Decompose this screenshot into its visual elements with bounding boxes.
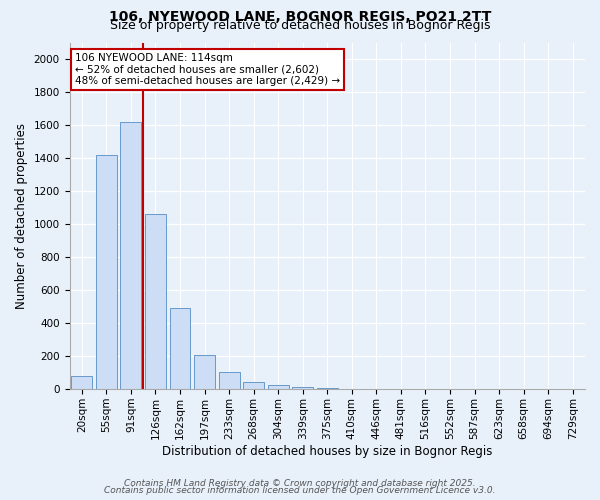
- Text: 106, NYEWOOD LANE, BOGNOR REGIS, PO21 2TT: 106, NYEWOOD LANE, BOGNOR REGIS, PO21 2T…: [109, 10, 491, 24]
- X-axis label: Distribution of detached houses by size in Bognor Regis: Distribution of detached houses by size …: [162, 444, 493, 458]
- Y-axis label: Number of detached properties: Number of detached properties: [15, 123, 28, 309]
- Text: 106 NYEWOOD LANE: 114sqm
← 52% of detached houses are smaller (2,602)
48% of sem: 106 NYEWOOD LANE: 114sqm ← 52% of detach…: [74, 53, 340, 86]
- Bar: [218, 372, 239, 389]
- Bar: [317, 388, 338, 389]
- Bar: [170, 308, 190, 389]
- Bar: [96, 155, 117, 389]
- Bar: [292, 387, 313, 389]
- Bar: [71, 376, 92, 389]
- Bar: [145, 214, 166, 389]
- Text: Contains public sector information licensed under the Open Government Licence v3: Contains public sector information licen…: [104, 486, 496, 495]
- Text: Contains HM Land Registry data © Crown copyright and database right 2025.: Contains HM Land Registry data © Crown c…: [124, 478, 476, 488]
- Bar: [243, 382, 264, 389]
- Bar: [121, 122, 142, 389]
- Text: Size of property relative to detached houses in Bognor Regis: Size of property relative to detached ho…: [110, 19, 490, 32]
- Bar: [268, 385, 289, 389]
- Bar: [194, 356, 215, 389]
